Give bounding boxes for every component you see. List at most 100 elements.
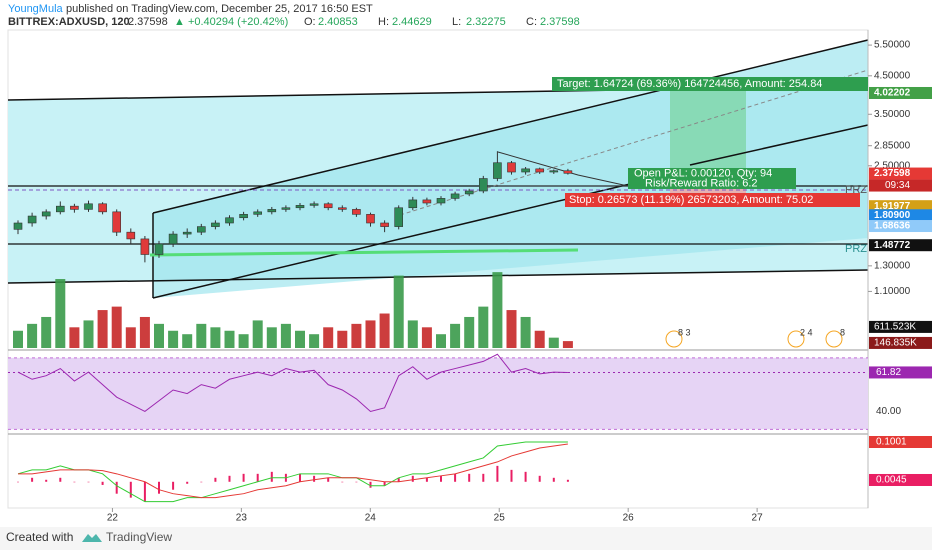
macd-hist bbox=[59, 477, 62, 482]
y-tick-label: 2.50000 bbox=[874, 160, 911, 171]
macd-hist bbox=[552, 477, 555, 482]
candle-body bbox=[98, 203, 107, 213]
volume-bar bbox=[154, 323, 164, 348]
volume-bar bbox=[139, 316, 150, 348]
macd-hist bbox=[383, 481, 386, 486]
candle-body bbox=[323, 203, 333, 209]
x-tick-label: 22 bbox=[107, 513, 119, 524]
y-tick-label: 3.50000 bbox=[874, 109, 911, 120]
event-label: 2 4 bbox=[800, 327, 813, 337]
macd-hist bbox=[115, 481, 118, 494]
candle-body bbox=[380, 222, 389, 227]
volume-bar bbox=[69, 327, 80, 348]
footer-brand[interactable]: TradingView bbox=[106, 530, 172, 544]
ohlc-label: O: bbox=[304, 16, 316, 28]
volume-bar bbox=[393, 275, 404, 348]
macd-hist bbox=[468, 473, 471, 482]
candle-body bbox=[309, 203, 319, 206]
price-badge bbox=[869, 209, 932, 222]
macd-hist bbox=[341, 481, 344, 483]
y-tick-label: 1.30000 bbox=[874, 260, 911, 271]
volume-bar bbox=[436, 334, 446, 348]
volume-bar bbox=[534, 330, 545, 348]
macd-hist bbox=[129, 481, 132, 498]
candle-body bbox=[84, 203, 93, 210]
pnl-label: Open P&L: 0.00120, Qty: 94 bbox=[634, 167, 772, 179]
macd-hist bbox=[73, 481, 76, 483]
y-tick-label: 4.50000 bbox=[874, 70, 911, 81]
macd-line bbox=[17, 441, 568, 503]
volume-badge bbox=[869, 336, 932, 349]
rr-label: Risk/Reward Ratio: 6.2 bbox=[645, 177, 758, 189]
macd-badge-label: 0.0045 bbox=[876, 475, 907, 486]
price-badge bbox=[869, 200, 932, 213]
footer-bar bbox=[0, 527, 932, 550]
volume-bar bbox=[182, 334, 193, 348]
triangle bbox=[497, 151, 629, 187]
candle-body bbox=[197, 226, 206, 233]
macd-hist bbox=[524, 471, 527, 482]
volume-bar bbox=[13, 330, 23, 348]
volume-bar bbox=[125, 327, 136, 348]
event-icon[interactable] bbox=[665, 330, 683, 348]
volume-bar bbox=[478, 306, 489, 348]
x-tick-label: 26 bbox=[623, 513, 635, 524]
candle-body bbox=[493, 162, 502, 179]
macd-badge bbox=[869, 473, 932, 486]
candle-body bbox=[394, 207, 404, 227]
candle-body bbox=[295, 205, 305, 209]
volume-bar bbox=[224, 330, 235, 348]
macd-hist bbox=[327, 477, 330, 482]
volume-bar bbox=[323, 327, 334, 348]
candle-body bbox=[267, 209, 277, 213]
volume-bar bbox=[562, 341, 573, 348]
ohlc-value: 2.40853 bbox=[318, 16, 358, 28]
target-zone bbox=[670, 86, 746, 180]
macd-hist bbox=[256, 473, 259, 482]
prz-label: PRZ bbox=[845, 243, 867, 255]
volume-bar bbox=[520, 316, 531, 348]
volume-bar bbox=[97, 310, 108, 348]
macd-hist bbox=[214, 477, 217, 482]
channel-line bbox=[7, 269, 869, 284]
macd-hist bbox=[496, 465, 499, 482]
event-icon[interactable] bbox=[825, 330, 843, 348]
volume-bar bbox=[407, 320, 418, 348]
author: YoungMula bbox=[8, 3, 64, 15]
candle-body bbox=[366, 214, 375, 224]
volume-bar bbox=[210, 327, 221, 348]
y-tick-label: 1.10000 bbox=[874, 286, 911, 297]
price-badge-label: 1.91977 bbox=[874, 201, 911, 212]
footer-logo bbox=[82, 534, 102, 542]
candle-body bbox=[464, 190, 474, 195]
x-tick-label: 27 bbox=[752, 513, 764, 524]
macd-hist bbox=[566, 479, 569, 482]
price-badge-label: 1.68636 bbox=[874, 221, 911, 232]
macd-badge bbox=[869, 436, 932, 448]
channel-line bbox=[152, 39, 869, 214]
event-label: 8 bbox=[840, 327, 845, 337]
volume-bar bbox=[464, 316, 475, 348]
event-icon[interactable] bbox=[787, 330, 805, 348]
volume-bar bbox=[379, 313, 390, 348]
volume-bar bbox=[337, 330, 348, 348]
macd-hist bbox=[17, 481, 19, 483]
macd-hist bbox=[397, 477, 400, 482]
price-badge-label: 1.48772 bbox=[874, 240, 911, 251]
volume-bar bbox=[238, 334, 249, 348]
price-badge-label: 1.80900 bbox=[874, 210, 911, 221]
candle-body bbox=[422, 199, 432, 204]
last-price: 2.37598 bbox=[128, 16, 168, 28]
macd-hist bbox=[538, 475, 541, 482]
macd-hist bbox=[45, 479, 48, 482]
volume-bar bbox=[450, 323, 461, 348]
candle-body bbox=[436, 198, 446, 204]
candle-body bbox=[521, 168, 530, 173]
volume-bar bbox=[55, 279, 66, 348]
ohlc-label: C: bbox=[526, 16, 537, 28]
candle-body bbox=[41, 211, 51, 217]
countdown: 09:34 bbox=[885, 180, 910, 191]
macd-hist bbox=[313, 475, 316, 482]
rsi-line bbox=[17, 353, 568, 413]
